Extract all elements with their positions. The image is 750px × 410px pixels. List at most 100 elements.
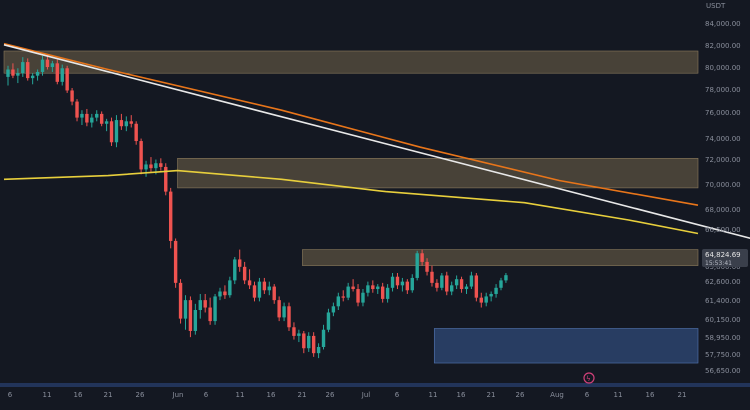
candle-body-64 [321, 329, 326, 347]
candlestick-series [6, 54, 508, 359]
candle-body-69 [346, 286, 350, 298]
candle-body-63 [316, 347, 321, 354]
x-tick-label-20: 16 [646, 391, 655, 399]
x-tick-label-14: 16 [457, 391, 466, 399]
candle-body-46 [233, 259, 237, 281]
candle-body-49 [247, 280, 252, 286]
candle-body-57 [287, 306, 291, 328]
x-tick-label-1: 11 [43, 391, 52, 399]
y-tick-label-2: 80,000.00 [705, 64, 741, 72]
candle-body-30 [154, 163, 158, 169]
candle-body-86 [430, 271, 434, 283]
candle-body-15 [80, 113, 84, 118]
candle-body-42 [213, 296, 217, 322]
candle-body-66 [331, 306, 336, 313]
candle-body-1 [11, 69, 15, 76]
candle-body-27 [139, 141, 143, 170]
last-price-text: 64,824.69 [705, 251, 741, 259]
trendline [3, 44, 750, 240]
x-tick-label-11: Jul [361, 391, 371, 399]
candle-body-97 [484, 296, 488, 303]
candle-body-92 [459, 279, 464, 290]
candle-body-60 [302, 333, 306, 349]
price-zones [3, 50, 699, 364]
y-tick-label-4: 76,000.00 [705, 109, 741, 117]
zone-resistance-0 [3, 50, 699, 74]
candle-body-68 [341, 296, 345, 298]
candle-body-29 [149, 164, 153, 169]
candle-body-71 [356, 289, 360, 303]
x-tick-label-2: 16 [74, 391, 83, 399]
event-icon[interactable]: ϟ [583, 372, 595, 384]
candle-body-88 [440, 275, 444, 288]
candle-body-9 [50, 63, 55, 68]
candle-body-32 [164, 166, 168, 192]
candle-body-25 [129, 121, 133, 124]
candle-body-54 [272, 286, 276, 301]
zone-resistance-2 [302, 249, 699, 266]
candle-body-79 [395, 276, 400, 286]
x-tick-label-7: 11 [236, 391, 245, 399]
candle-body-44 [223, 291, 227, 296]
x-tick-label-19: 11 [614, 391, 623, 399]
y-tick-label-7: 70,000.00 [705, 181, 741, 189]
candle-body-94 [469, 275, 474, 287]
currency-label: USDT [706, 2, 726, 10]
moving-average-line-1 [3, 169, 699, 235]
candle-body-73 [366, 285, 370, 293]
zone-resistance-1 [177, 158, 699, 189]
candle-body-31 [159, 163, 163, 167]
candle-body-95 [474, 275, 479, 298]
candle-body-82 [410, 277, 414, 291]
candle-body-4 [26, 62, 30, 79]
candle-body-56 [282, 306, 286, 318]
candle-body-72 [361, 292, 365, 303]
time-axis: 6 11 16 21 26 Jun 6 11 16 21 26 Jul 6 11 16 21 26 Aug 6 11 1… [0, 383, 750, 399]
y-tick-label-16: 57,750.00 [705, 351, 741, 359]
y-tick-label-12: 62,600.00 [705, 278, 741, 286]
event-icon-glyph: ϟ [586, 375, 591, 383]
candle-body-87 [435, 282, 439, 288]
candle-body-77 [385, 287, 390, 299]
candle-body-5 [30, 75, 35, 79]
x-tick-label-21: 21 [678, 391, 687, 399]
candle-body-84 [420, 253, 424, 262]
candle-body-90 [450, 285, 454, 292]
candle-body-28 [144, 164, 148, 170]
candle-body-93 [464, 286, 469, 290]
zone-support-3 [433, 328, 699, 364]
price-axis: 84,000.00 82,000.00 80,000.00 78,000.00 76,0… [705, 20, 741, 375]
candle-body-96 [479, 297, 483, 303]
candle-body-26 [134, 123, 138, 142]
candle-body-33 [168, 191, 173, 241]
candle-body-6 [35, 71, 40, 76]
candle-body-67 [336, 296, 341, 307]
candle-body-7 [40, 59, 45, 72]
y-tick-label-5: 74,000.00 [705, 135, 741, 143]
x-tick-label-5: Jun [172, 391, 184, 399]
y-tick-label-13: 61,400.00 [705, 297, 741, 305]
y-tick-label-15: 58,950.00 [705, 334, 741, 342]
candle-body-24 [124, 121, 129, 127]
candle-body-48 [242, 266, 247, 281]
candle-body-65 [326, 312, 331, 330]
candle-body-62 [311, 335, 316, 354]
candle-body-34 [173, 240, 178, 283]
x-tick-label-17: Aug [550, 391, 564, 399]
y-tick-label-3: 78,000.00 [705, 86, 741, 94]
candle-body-81 [405, 281, 410, 291]
last-price-label: 64,824.69 15:53:41 [702, 249, 748, 267]
x-tick-label-10: 26 [326, 391, 335, 399]
candle-body-20 [104, 121, 109, 124]
candle-body-98 [489, 293, 493, 297]
candle-body-70 [351, 286, 355, 290]
x-tick-label-0: 6 [8, 391, 13, 399]
candle-body-13 [70, 90, 74, 102]
candle-body-2 [16, 73, 20, 76]
candle-body-53 [267, 286, 271, 291]
candle-body-89 [445, 275, 449, 292]
candle-body-59 [297, 333, 301, 336]
y-tick-label-1: 82,000.00 [705, 42, 741, 50]
x-tick-label-18: 6 [585, 391, 590, 399]
